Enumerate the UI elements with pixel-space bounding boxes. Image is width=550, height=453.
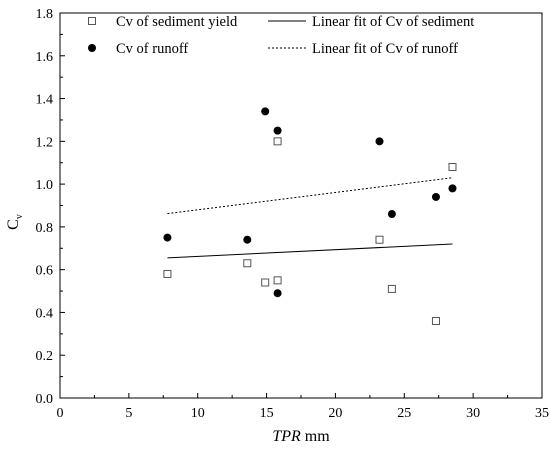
legend-marker-sediment xyxy=(88,17,96,25)
x-tick-label: 30 xyxy=(466,406,480,421)
y-axis-title-main: C xyxy=(5,219,22,230)
sediment-point xyxy=(273,137,282,146)
fit-line-runoff xyxy=(167,177,453,215)
runoff-point xyxy=(375,137,384,146)
runoff-point xyxy=(431,192,440,201)
x-tick-label: 10 xyxy=(191,406,205,421)
y-tick-label: 0.2 xyxy=(36,349,54,364)
sediment-point xyxy=(387,284,396,293)
x-axis-title-var: TPR xyxy=(272,428,301,445)
x-axis-title-unit: mm xyxy=(301,428,330,445)
legend-label-sediment-fit: Linear fit of Cv of sediment xyxy=(312,14,474,30)
x-axis-title: TPR mm xyxy=(272,428,330,445)
sediment-point xyxy=(448,163,457,171)
runoff-point xyxy=(387,210,396,219)
y-axis-title-sub: v xyxy=(14,214,25,219)
y-tick-label: 1.2 xyxy=(36,135,54,150)
sediment-point xyxy=(163,269,172,278)
y-axis-title: Cv xyxy=(5,214,25,230)
fit-line-sediment xyxy=(167,243,453,259)
legend-label-sediment: Cv of sediment yield xyxy=(116,14,238,30)
sediment-point xyxy=(375,235,384,244)
y-tick-label: 0.4 xyxy=(36,306,54,321)
plot-frame xyxy=(59,12,543,399)
y-tick-label: 1.4 xyxy=(36,93,54,108)
runoff-point xyxy=(261,107,270,116)
y-tick-label: 1.8 xyxy=(36,7,54,22)
sediment-point xyxy=(261,278,270,287)
runoff-point xyxy=(273,289,282,298)
runoff-point xyxy=(448,184,457,193)
legend-label-runoff-fit: Linear fit of Cv of runoff xyxy=(312,41,458,57)
data-points xyxy=(163,107,457,325)
y-tick-label: 1.6 xyxy=(36,50,54,65)
x-tick-label: 15 xyxy=(260,406,274,421)
x-tick-label: 0 xyxy=(57,406,64,421)
axis-ticks: 0 5 10 15 20 25 30 35 0.0 0.2 0.4 0.6 0.8 1.0 1.2 1.4 1.… xyxy=(36,7,550,421)
y-tick-label: 1.0 xyxy=(36,178,54,193)
legend-marker-runoff xyxy=(88,44,96,52)
x-tick-label: 5 xyxy=(125,406,132,421)
runoff-point xyxy=(163,233,172,242)
sediment-point xyxy=(431,317,440,325)
fit-lines xyxy=(167,177,453,259)
x-tick-label: 35 xyxy=(535,406,549,421)
sediment-point xyxy=(243,259,252,268)
sediment-point xyxy=(273,276,282,285)
y-tick-label: 0.0 xyxy=(36,392,54,407)
legend: Cv of sediment yield Cv of runoff Linear f… xyxy=(88,14,474,57)
runoff-point xyxy=(243,235,252,244)
x-tick-label: 20 xyxy=(328,406,342,421)
x-tick-label: 25 xyxy=(397,406,411,421)
y-tick-label: 0.8 xyxy=(36,221,54,236)
legend-label-runoff: Cv of runoff xyxy=(116,41,188,57)
y-tick-label: 0.6 xyxy=(36,264,54,279)
runoff-point xyxy=(273,126,282,135)
